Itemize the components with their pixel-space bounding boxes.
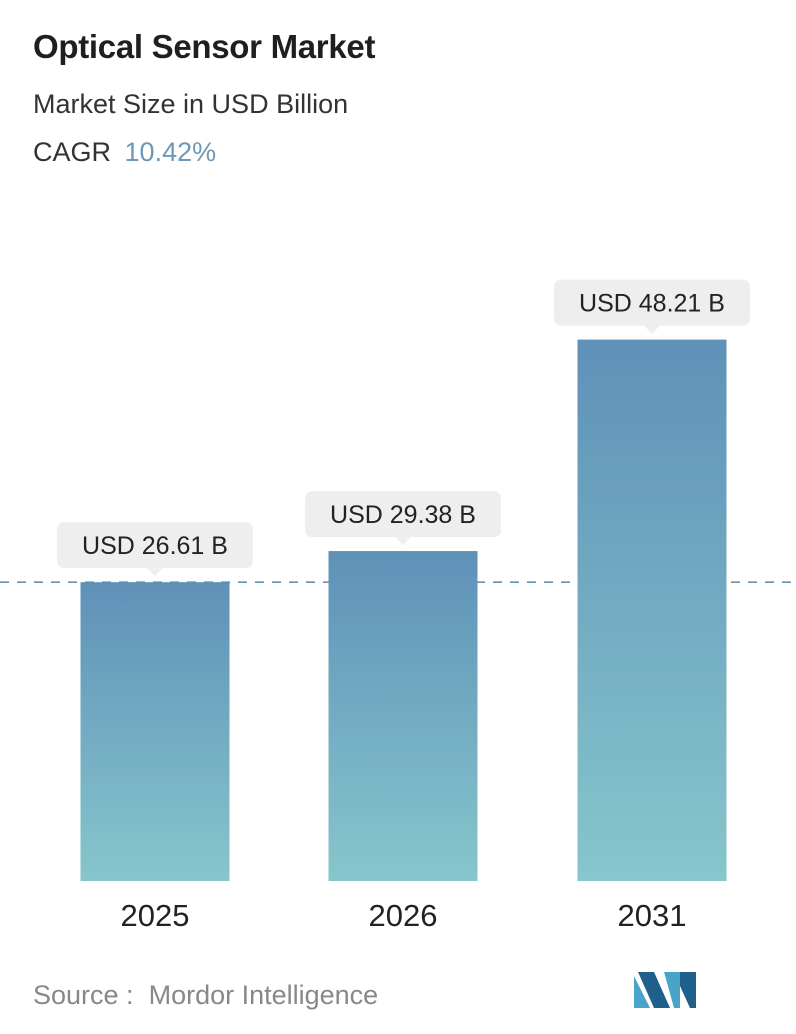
value-label: USD 48.21 B xyxy=(579,290,725,318)
value-label: USD 26.61 B xyxy=(82,532,228,560)
value-label-bg xyxy=(305,491,501,538)
source-text: Source : Mordor Intelligence xyxy=(33,980,378,1011)
value-label-pointer xyxy=(395,537,411,546)
cagr-value: 10.42% xyxy=(124,137,217,167)
cagr-row: CAGR 10.42% xyxy=(33,137,216,168)
value-label-pointer xyxy=(644,325,660,334)
cagr-label: CAGR xyxy=(33,137,112,167)
chart-title: Optical Sensor Market xyxy=(33,28,376,65)
bar-2026 xyxy=(328,551,478,881)
bar-2025 xyxy=(80,582,230,881)
chart-subtitle: Market Size in USD Billion xyxy=(33,89,349,119)
value-label-bg xyxy=(554,279,750,326)
source-name: Mordor Intelligence xyxy=(148,980,379,1010)
source-label: Source : xyxy=(33,980,134,1010)
value-label: USD 29.38 B xyxy=(330,501,476,529)
category-label: 2025 xyxy=(121,898,190,933)
mordor-intelligence-logo-icon xyxy=(634,972,696,1008)
value-label-bg xyxy=(57,522,253,569)
bar-chart: USD 26.61 B 2025 USD 29.38 B 2026 USD 48.21 … xyxy=(0,279,796,933)
category-label: 2031 xyxy=(618,898,687,933)
bar-2031 xyxy=(577,339,727,882)
category-label: 2026 xyxy=(369,898,438,933)
value-label-pointer xyxy=(147,568,163,577)
